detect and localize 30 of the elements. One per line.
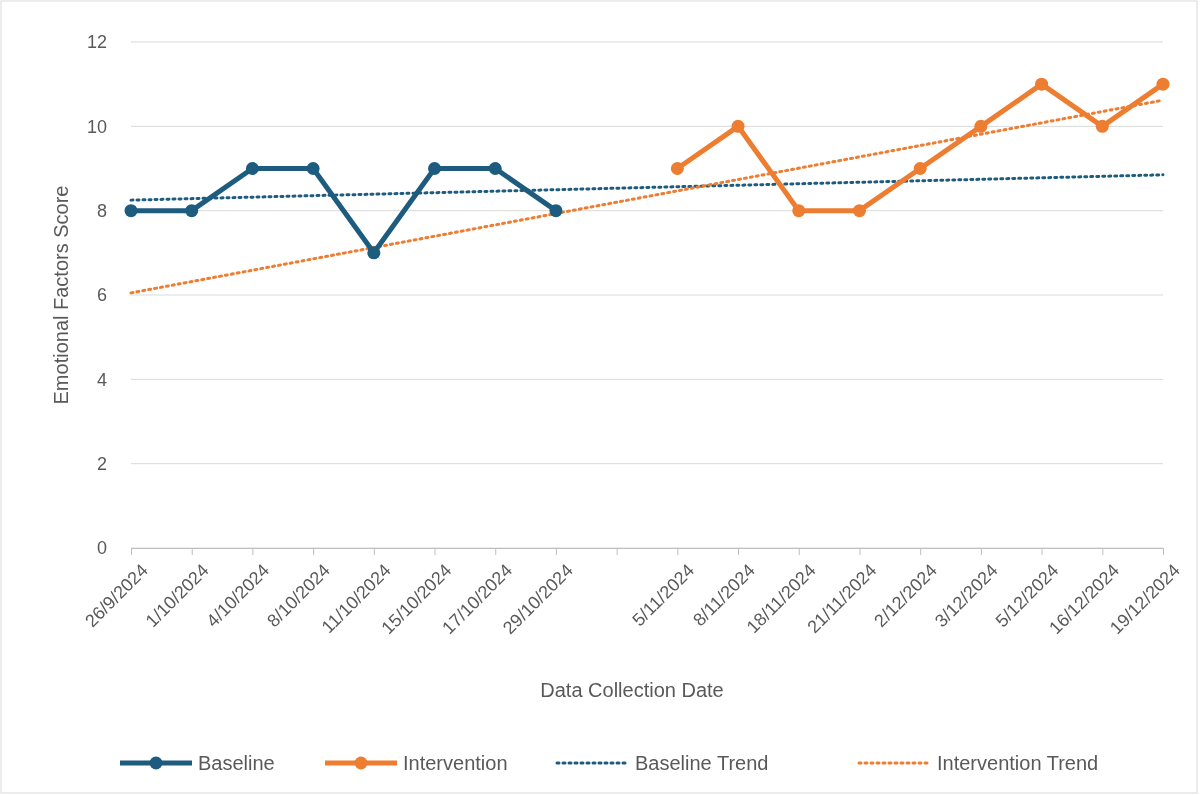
point <box>1156 77 1170 91</box>
point <box>488 162 502 175</box>
point <box>731 119 745 133</box>
y-tick-label: 4 <box>96 369 107 390</box>
y-tick-label: 12 <box>86 32 107 53</box>
x-axis-title: Data Collection Date <box>540 679 724 701</box>
y-axis-title: Emotional Factors Score <box>50 185 72 405</box>
point <box>185 204 199 218</box>
point <box>306 162 320 175</box>
legend-label: Baseline Trend <box>635 752 769 774</box>
point <box>367 246 381 260</box>
point <box>1035 77 1049 91</box>
legend-label: Intervention Trend <box>937 752 1099 774</box>
point <box>245 162 259 175</box>
point <box>1095 119 1109 133</box>
y-tick-label: 10 <box>86 116 107 137</box>
point <box>913 162 927 175</box>
point <box>428 162 442 175</box>
point <box>792 204 806 218</box>
point <box>670 162 684 175</box>
point <box>124 204 138 218</box>
point <box>974 119 988 133</box>
point <box>852 204 866 218</box>
y-tick-label: 8 <box>96 200 107 221</box>
legend-label: Baseline <box>198 752 275 774</box>
y-tick-label: 2 <box>96 453 107 474</box>
legend-label: Intervention <box>403 752 508 774</box>
y-tick-label: 6 <box>96 285 107 306</box>
y-tick-label: 0 <box>96 538 107 559</box>
point <box>549 204 563 218</box>
